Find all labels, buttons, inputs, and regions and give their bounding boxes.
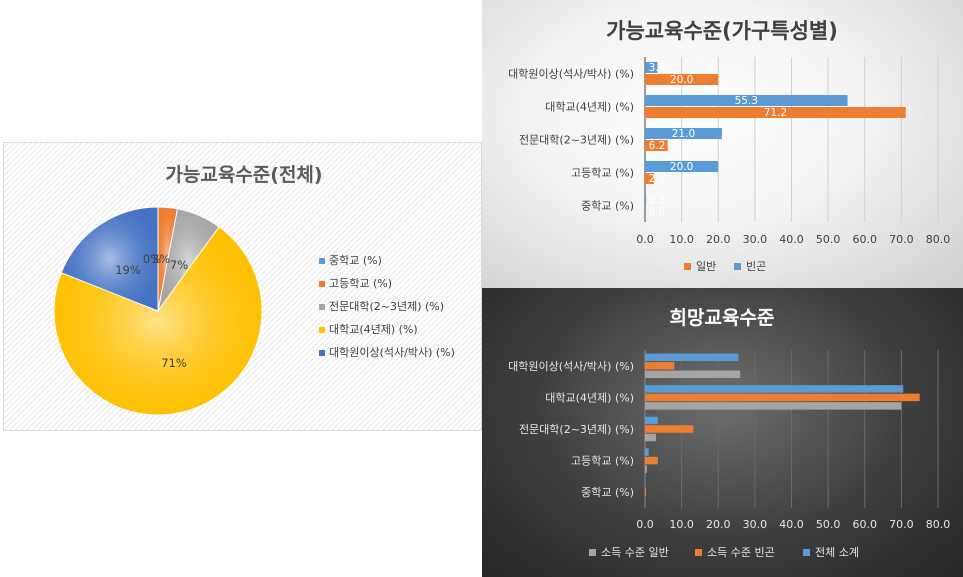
legend-marker [319,304,325,310]
bar [645,385,904,393]
legend-marker [803,549,810,556]
x-tick-label: 20.0 [706,518,731,531]
bar [645,62,658,73]
legend-label: 고등학교 (%) [329,277,392,290]
legend-marker [319,350,325,356]
category-label: 전문대학(2~3년제) (%) [519,423,634,436]
x-tick-label: 70.0 [889,518,914,531]
pie-slice-shade [158,208,220,311]
pie-chart: 가능교육수준(전체) 0%3% 7% 71% 19% 중학교 (%) 고등학교 (%) 전문대… [53,164,455,416]
chart-title: 가능교육수준(가구특성별) [606,19,838,43]
pie-slice-shade [54,226,262,415]
bar [645,194,647,205]
category-label: 대학교(4년제) (%) [545,391,634,404]
bar-data-label: 2.5 [649,173,666,185]
legend-marker [319,327,325,333]
bar [645,465,647,473]
category-label: 대학원이상(석사/박사) (%) [508,360,634,373]
bar [645,448,649,456]
legend-label: 일반 [696,259,716,273]
x-tick-label: 50.0 [816,233,841,246]
possible-education-bar-chart: 가능교육수준(가구특성별) 0.0 10.0 20.0 30.0 40.0 50.0 60.0… [508,19,951,273]
bar [645,402,902,410]
bar [645,433,656,442]
category-label: 전문대학(2~3년제) (%) [519,134,634,147]
pie-data-label: 0% [143,252,161,266]
bar [645,107,906,118]
bar-data-label: 3.4 [649,62,666,74]
x-tick-label: 50.0 [816,518,841,531]
pie-data-label: 71% [161,356,187,370]
x-tick-label: 30.0 [743,518,768,531]
category-label: 고등학교 (%) [571,167,634,180]
category-label: 중학교 (%) [581,200,634,213]
bar [645,95,848,106]
category-label: 중학교 (%) [581,486,634,499]
legend-label: 대학원이상(석사/박사) (%) [329,346,455,359]
bar-data-label: 6.2 [649,140,666,152]
possible-education-bar-chart-panel: 가능교육수준(가구특성별) 0.0 10.0 20.0 30.0 40.0 50.0 60.0… [482,0,963,288]
x-tick-label: 70.0 [889,233,914,246]
bar-data-label: 20.0 [670,161,693,173]
bar [645,128,722,139]
legend-marker [734,263,741,270]
bar [645,173,655,184]
bar [645,456,658,465]
legend-label: 소득 수준 빈곤 [707,546,775,559]
legend-marker [319,258,325,264]
legend-marker [684,263,691,270]
bar [645,416,658,425]
bar [645,353,739,362]
pie-data-label: 19% [115,263,141,277]
x-tick-label: 0.0 [636,518,654,531]
bar [645,140,668,151]
pie-slice-shade [61,207,158,311]
bar [645,74,719,85]
desired-education-bar-chart: 희망교육수준 0.0 10.0 20.0 30.0 40.0 50.0 60.0 70.0 80.… [508,307,951,559]
legend-label: 대학교(4년제) (%) [329,323,418,336]
x-tick-label: 30.0 [743,233,768,246]
x-tick-label: 80.0 [926,233,951,246]
pie-chart-title: 가능교육수준(전체) [165,164,322,186]
x-tick-label: 10.0 [669,233,694,246]
legend-label: 빈곤 [746,260,766,273]
x-tick-label: 10.0 [669,518,694,531]
x-tick-label: 60.0 [853,233,878,246]
x-tick-label: 60.0 [853,518,878,531]
bar [645,425,694,433]
bar [645,362,675,370]
bar [645,161,719,172]
pie-data-label: 3% [152,252,170,266]
bar [645,488,647,496]
bar-data-label: 0.3 [649,194,666,206]
x-tick-label: 40.0 [779,518,804,531]
x-tick-label: 0.0 [636,233,654,246]
legend-label: 전체 소계 [815,546,859,559]
bar [645,370,741,379]
category-label: 대학원이상(석사/박사) (%) [508,68,634,81]
desired-education-bar-chart-panel: 희망교육수준 0.0 10.0 20.0 30.0 40.0 50.0 60.0 70.0 80.… [482,288,963,577]
legend-marker [589,549,596,556]
bar-data-label: 0.0 [649,206,666,218]
chart-title: 희망교육수준 [670,307,775,329]
bar-data-label: 20.0 [670,74,693,86]
legend-marker [319,281,325,287]
bar-data-label: 21.0 [672,128,695,140]
bar-data-label: 71.2 [764,107,787,119]
category-label: 고등학교 (%) [571,455,634,468]
pie-chart-panel: 가능교육수준(전체) 0% 3% 7% 71% 19% 중학교 (%) 고등학교 (%) 전문대… [3,142,482,431]
x-tick-label: 20.0 [706,233,731,246]
category-label: 대학교(4년제) (%) [545,101,634,114]
legend-label: 전문대학(2~3년제) (%) [329,300,444,313]
x-tick-label: 40.0 [779,233,804,246]
legend-label: 소득 수준 일반 [601,545,669,559]
bar-data-label: 55.3 [735,95,758,107]
x-tick-label: 80.0 [926,518,951,531]
pie-data-label: 7% [170,258,188,272]
legend-marker [695,549,702,556]
bar [645,393,920,402]
legend-label: 중학교 (%) [329,254,382,267]
